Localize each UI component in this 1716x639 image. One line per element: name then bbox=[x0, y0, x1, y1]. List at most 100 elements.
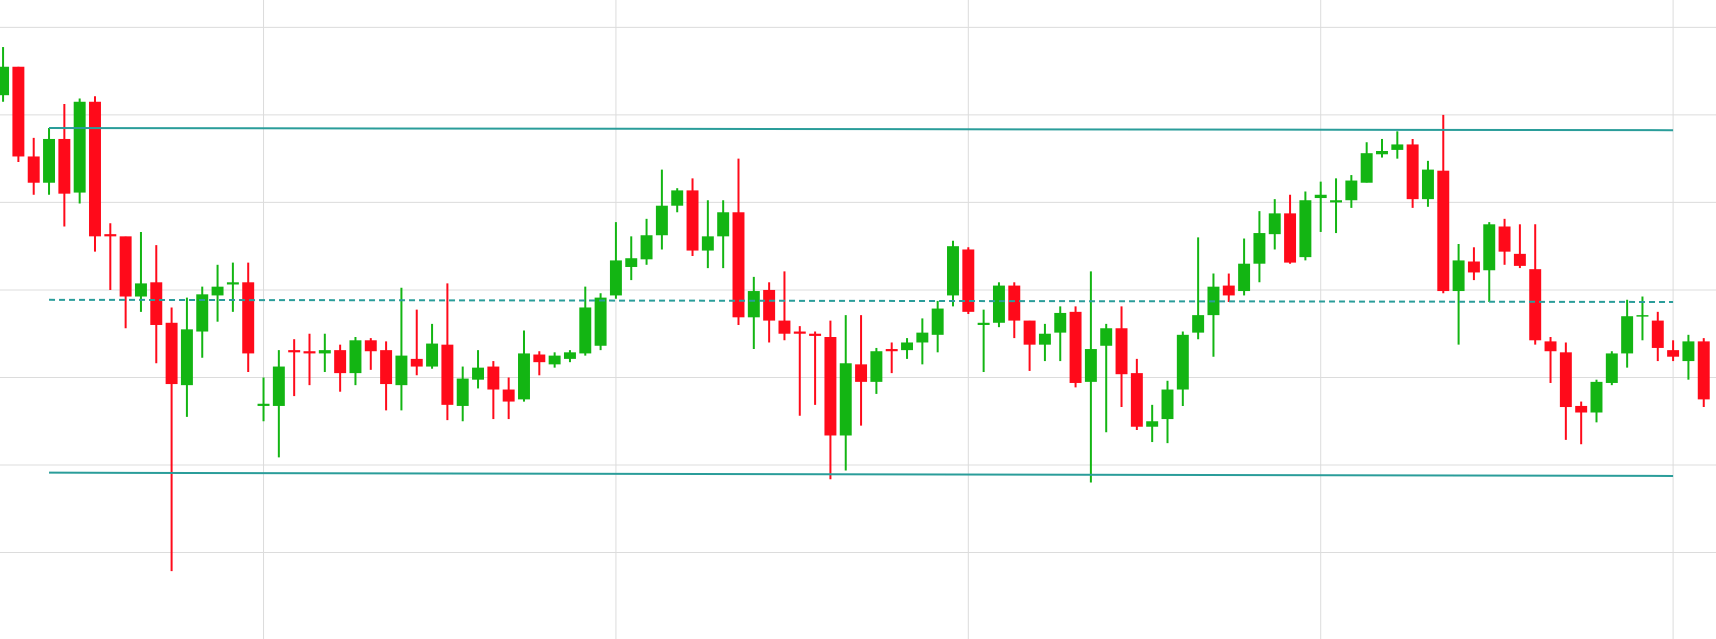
candle-body bbox=[1575, 405, 1588, 413]
candle-body bbox=[732, 212, 745, 318]
candle-body bbox=[855, 364, 868, 382]
candle-body bbox=[931, 308, 944, 335]
candle-body bbox=[1421, 169, 1434, 200]
candle-body bbox=[1038, 333, 1051, 345]
candle-body bbox=[1299, 200, 1312, 258]
candle-body bbox=[1268, 213, 1281, 235]
candle-body bbox=[0, 66, 10, 96]
candle-body bbox=[1621, 316, 1634, 354]
candle-body bbox=[502, 389, 515, 402]
candle-body bbox=[625, 258, 638, 267]
candle-body bbox=[1008, 285, 1021, 321]
candle-body bbox=[1590, 381, 1603, 413]
candle-body bbox=[916, 332, 929, 343]
candle-body bbox=[226, 282, 239, 285]
candle-body bbox=[1513, 253, 1526, 266]
candle-body bbox=[12, 66, 25, 157]
candle-body bbox=[27, 156, 40, 183]
candle-body bbox=[1529, 269, 1542, 341]
candle-body bbox=[655, 205, 668, 236]
candle-body bbox=[395, 355, 408, 386]
candle-body bbox=[885, 349, 898, 352]
candle-body bbox=[1360, 153, 1373, 183]
level-line bbox=[49, 127, 1674, 132]
candle-body bbox=[1467, 261, 1480, 273]
candle-body bbox=[119, 236, 132, 297]
candle-body bbox=[1452, 260, 1465, 292]
candle-body bbox=[977, 322, 990, 325]
candle-body bbox=[242, 282, 255, 354]
candle-body bbox=[1667, 350, 1680, 357]
candle-body bbox=[364, 340, 377, 352]
candle-body bbox=[1391, 144, 1404, 150]
candle-body bbox=[1559, 352, 1572, 408]
candle-body bbox=[1314, 194, 1327, 199]
candle-body bbox=[1161, 389, 1174, 420]
candle-body bbox=[1023, 320, 1036, 345]
candle-body bbox=[962, 249, 975, 312]
candle-body bbox=[150, 282, 163, 325]
candle-body bbox=[1100, 328, 1113, 346]
candle-body bbox=[104, 234, 117, 237]
candle-body bbox=[1176, 334, 1189, 390]
candle-body bbox=[288, 350, 301, 353]
candle-body bbox=[824, 337, 837, 436]
candle-body bbox=[303, 351, 316, 354]
candle-body bbox=[1376, 150, 1388, 155]
candle-body bbox=[1253, 233, 1266, 264]
candle-body bbox=[441, 344, 454, 405]
candle-body bbox=[1284, 213, 1297, 263]
candle-body bbox=[73, 101, 86, 193]
candle-body bbox=[717, 212, 730, 237]
candle-body bbox=[609, 260, 622, 296]
candle-body bbox=[1406, 144, 1419, 200]
candle-body bbox=[747, 291, 760, 318]
candle-body bbox=[518, 353, 530, 400]
candle-body bbox=[1238, 263, 1251, 292]
candle-body bbox=[257, 403, 270, 406]
candle-body bbox=[472, 367, 485, 380]
candle-body bbox=[992, 285, 1005, 323]
level-line bbox=[49, 471, 1674, 477]
candle-body bbox=[839, 363, 852, 436]
candle-body bbox=[809, 333, 822, 336]
candle-body bbox=[318, 350, 331, 354]
candle-body bbox=[947, 246, 959, 296]
candle-body bbox=[1084, 349, 1097, 382]
candle-body bbox=[1115, 328, 1128, 375]
candle-body bbox=[686, 190, 699, 251]
candle-body bbox=[1697, 341, 1710, 400]
candle-body bbox=[548, 355, 561, 365]
candle-body bbox=[563, 352, 576, 359]
candle-body bbox=[1222, 285, 1235, 296]
candle-body bbox=[58, 138, 71, 194]
candle-body bbox=[165, 322, 178, 385]
candle-body bbox=[763, 289, 776, 321]
candle-body bbox=[334, 350, 347, 374]
candle-body bbox=[870, 351, 883, 382]
candle-body bbox=[487, 366, 500, 390]
candle-body bbox=[1544, 341, 1557, 352]
candle-body bbox=[1437, 170, 1450, 292]
candle-body bbox=[701, 236, 714, 251]
candle-body bbox=[793, 331, 806, 334]
candle-body bbox=[196, 294, 209, 332]
candle-body bbox=[1483, 224, 1496, 271]
candle-body bbox=[778, 320, 791, 334]
candle-body bbox=[180, 329, 193, 386]
candle-body bbox=[272, 366, 285, 406]
candle-body bbox=[1146, 421, 1159, 427]
candle-body bbox=[579, 307, 592, 354]
candle-body bbox=[901, 342, 914, 351]
candle-body bbox=[1636, 315, 1649, 317]
candle-body bbox=[640, 235, 653, 260]
candle-body bbox=[1330, 200, 1343, 203]
candle-body bbox=[1651, 320, 1664, 348]
candle-body bbox=[1130, 373, 1143, 427]
candle-body bbox=[43, 138, 56, 183]
candle-body bbox=[410, 358, 423, 367]
candle-body bbox=[456, 378, 469, 406]
candle-body bbox=[380, 350, 393, 385]
